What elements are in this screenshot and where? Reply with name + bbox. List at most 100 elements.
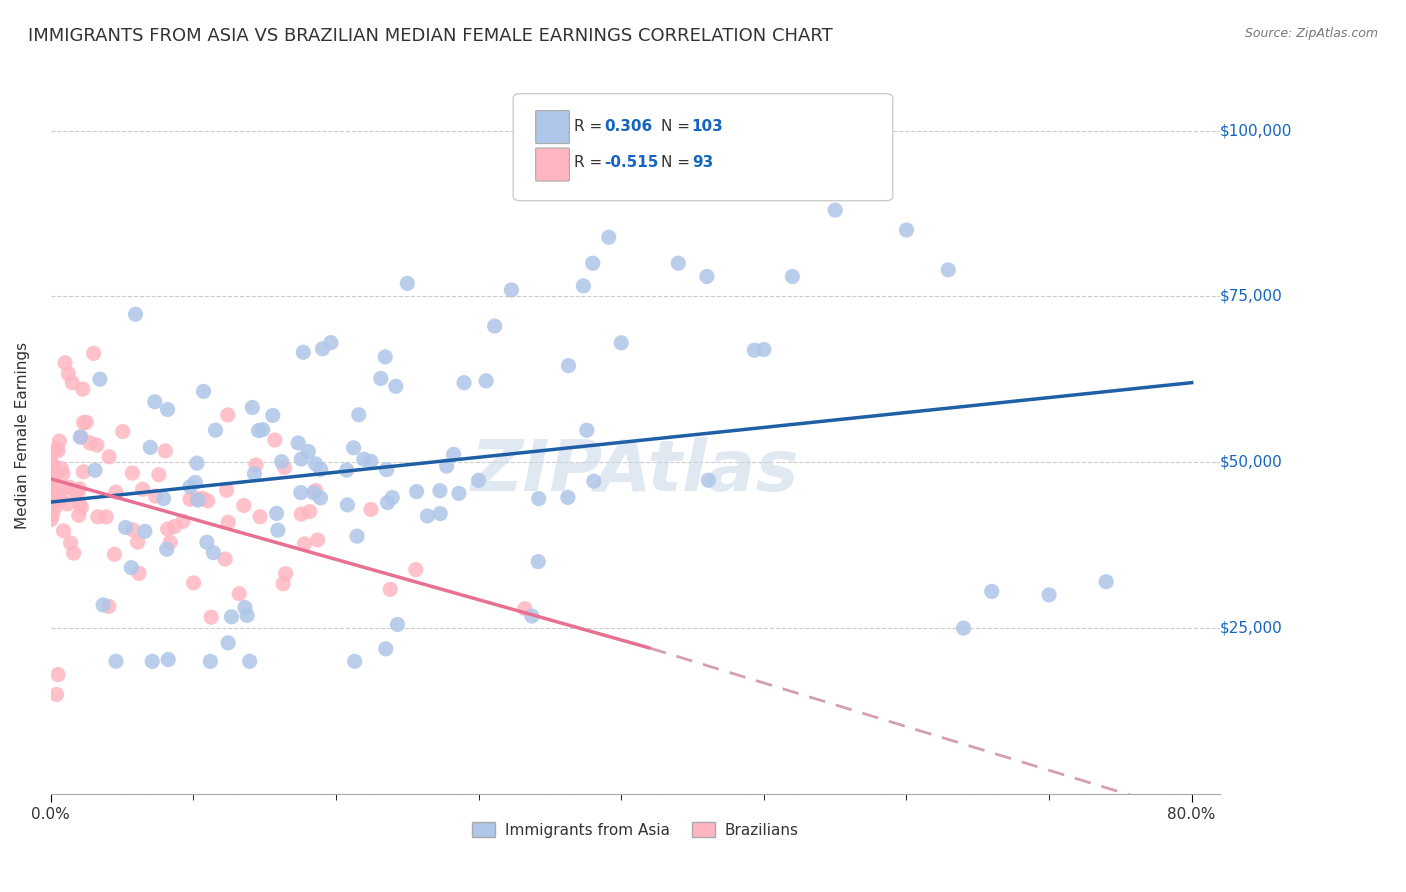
Point: [221, 610, 243, 624]
Text: R =: R =: [574, 155, 607, 169]
Text: N =: N =: [661, 120, 695, 134]
Text: R =: R =: [574, 120, 607, 134]
Point: [70, 500, 93, 515]
Point: [245, 458, 267, 472]
Text: N =: N =: [661, 155, 695, 169]
Point: [387, 617, 409, 632]
Point: [582, 256, 605, 270]
Point: [666, 256, 689, 270]
Point: [271, 576, 294, 591]
Point: [247, 424, 270, 438]
Text: Source: ZipAtlas.com: Source: ZipAtlas.com: [1244, 27, 1378, 40]
Point: [156, 522, 179, 536]
Point: [42, 458, 65, 473]
Point: [309, 462, 332, 476]
Point: [396, 277, 419, 291]
Point: [66, 487, 89, 501]
Point: [453, 376, 475, 390]
Point: [45, 500, 67, 514]
Point: [370, 371, 392, 385]
Point: [51, 461, 73, 475]
Point: [89, 372, 111, 386]
Point: [56, 497, 79, 511]
Point: [53, 356, 76, 370]
Point: [214, 552, 236, 566]
Point: [575, 423, 598, 437]
Point: [287, 436, 309, 450]
Point: [58, 480, 80, 494]
Point: [139, 441, 162, 455]
Point: [46, 667, 69, 681]
Point: [49, 488, 72, 502]
Point: [145, 489, 167, 503]
Point: [290, 452, 312, 467]
Point: [304, 457, 326, 471]
Point: [824, 203, 846, 218]
Point: [557, 359, 579, 373]
Point: [443, 447, 465, 461]
Y-axis label: Median Female Earnings: Median Female Earnings: [15, 343, 30, 529]
Point: [202, 546, 225, 560]
Point: [467, 473, 489, 487]
Point: [896, 223, 918, 237]
Point: [374, 641, 396, 656]
Point: [60, 376, 83, 390]
Point: [52, 467, 75, 481]
Point: [319, 335, 342, 350]
Point: [266, 507, 288, 521]
Point: [598, 230, 620, 244]
Point: [290, 507, 312, 521]
Point: [200, 610, 222, 624]
Point: [72, 382, 94, 396]
Point: [240, 401, 263, 415]
Point: [297, 444, 319, 458]
Point: [228, 587, 250, 601]
Point: [447, 486, 470, 500]
Point: [84, 463, 107, 477]
Point: [79, 436, 101, 450]
Point: [782, 269, 804, 284]
Point: [155, 443, 177, 458]
Point: [217, 636, 239, 650]
Point: [381, 491, 404, 505]
Point: [98, 450, 121, 464]
Point: [41, 444, 63, 458]
Point: [87, 509, 110, 524]
Point: [305, 483, 328, 498]
Point: [65, 484, 87, 499]
Point: [191, 491, 214, 506]
Point: [44, 463, 66, 477]
Point: [200, 654, 222, 668]
Point: [41, 499, 63, 513]
Point: [217, 515, 239, 529]
Point: [152, 491, 174, 506]
Point: [239, 654, 262, 668]
Point: [156, 402, 179, 417]
Text: -0.515: -0.515: [605, 155, 659, 169]
Point: [41, 457, 63, 471]
Point: [114, 520, 136, 534]
Point: [233, 600, 256, 615]
Point: [52, 481, 75, 495]
Point: [475, 374, 498, 388]
Text: $50,000: $50,000: [1220, 455, 1282, 470]
Point: [374, 350, 396, 364]
Point: [952, 621, 974, 635]
Point: [336, 498, 359, 512]
Point: [342, 441, 364, 455]
Point: [179, 480, 201, 494]
Point: [252, 423, 274, 437]
Point: [307, 533, 329, 547]
Point: [557, 491, 579, 505]
Point: [59, 536, 82, 550]
Point: [46, 488, 69, 502]
Point: [111, 425, 134, 439]
Point: [263, 433, 285, 447]
Point: [179, 492, 201, 507]
Point: [360, 454, 382, 468]
Point: [274, 566, 297, 581]
Point: [405, 484, 427, 499]
Legend: Immigrants from Asia, Brazilians: Immigrants from Asia, Brazilians: [467, 815, 804, 844]
Point: [343, 654, 366, 668]
Point: [292, 345, 315, 359]
